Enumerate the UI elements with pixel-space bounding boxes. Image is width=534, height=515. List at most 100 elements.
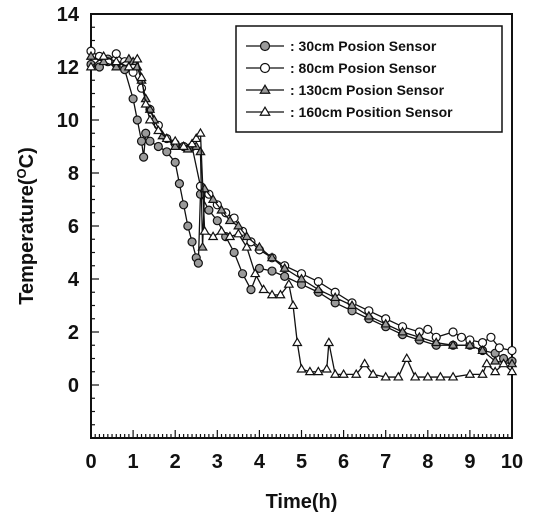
data-point [423, 324, 433, 334]
series-3 [85, 50, 518, 368]
data-point [170, 157, 180, 167]
data-point [140, 98, 151, 108]
data-point [266, 252, 278, 262]
legend-entry: : 130cm Posion Sensor [246, 82, 445, 98]
data-point [401, 352, 412, 362]
data-point [447, 339, 459, 349]
data-point [145, 136, 155, 146]
data-point [191, 133, 202, 143]
data-point [498, 358, 509, 368]
data-point [187, 237, 197, 247]
data-point [178, 140, 189, 150]
data-point [359, 358, 370, 368]
y-tick-label: 2 [68, 322, 79, 344]
data-point [346, 299, 358, 309]
data-point [237, 269, 248, 279]
y-tick-label: 8 [68, 163, 79, 185]
data-point [464, 368, 476, 378]
data-point [85, 61, 97, 71]
data-point [85, 50, 97, 60]
data-point [292, 337, 303, 347]
data-point [481, 358, 492, 368]
data-point [313, 366, 324, 376]
data-point [186, 138, 198, 148]
y-tick-labels: 0 2 4 6 8 10 12 14 [57, 4, 80, 397]
data-point [254, 263, 264, 273]
data-point [246, 285, 256, 295]
data-point [224, 215, 236, 225]
data-point [241, 241, 253, 251]
data-point [153, 125, 164, 135]
data-point [233, 228, 244, 238]
y-tick-label: 6 [68, 216, 79, 238]
data-point [169, 135, 181, 145]
x-tick-label: 8 [422, 451, 433, 473]
legend-label: : 130cm Posion Sensor [290, 82, 445, 98]
data-point [195, 146, 206, 156]
x-tick-label: 10 [501, 451, 523, 473]
data-point [183, 221, 193, 231]
y-tick-label: 4 [68, 269, 80, 291]
data-point [283, 278, 295, 288]
data-point [329, 368, 341, 378]
x-tick-label: 5 [296, 451, 307, 473]
data-point [123, 61, 135, 71]
data-point [98, 56, 109, 66]
legend-marker [259, 105, 271, 116]
data-point [141, 128, 151, 138]
data-point [258, 284, 269, 294]
data-point [98, 50, 109, 60]
x-tick-label: 6 [338, 451, 349, 473]
data-point [363, 310, 375, 320]
data-point [216, 225, 227, 235]
data-point [229, 247, 239, 258]
x-tick-label: 4 [254, 451, 266, 473]
data-point [447, 371, 459, 381]
data-point [136, 136, 147, 146]
y-tick-label: 12 [57, 57, 79, 79]
data-point [216, 204, 227, 214]
data-point [204, 205, 214, 215]
data-point [397, 326, 408, 336]
data-point [506, 366, 518, 376]
data-point [207, 193, 219, 203]
data-point [275, 289, 286, 299]
data-point [287, 299, 299, 309]
data-point [494, 343, 504, 353]
legend-entry: : 160cm Position Sensor [246, 104, 453, 120]
series-layer [85, 46, 518, 381]
data-point [212, 216, 222, 226]
data-point [380, 371, 391, 381]
legend-entry: : 80cm Posion Sensor [246, 60, 437, 76]
data-point [241, 231, 253, 241]
data-point [430, 337, 442, 347]
x-tick-label: 2 [170, 451, 181, 473]
data-point [111, 61, 122, 71]
plot-area [85, 13, 518, 439]
data-point [409, 371, 421, 381]
data-point [193, 258, 203, 268]
y-axis-title-unit: C) [16, 147, 38, 168]
data-point [329, 292, 341, 302]
data-point [153, 141, 163, 152]
data-point [456, 332, 467, 342]
data-point [132, 53, 143, 63]
data-point [464, 339, 476, 349]
data-point [139, 152, 149, 162]
data-point [323, 337, 335, 347]
legend-box [235, 25, 503, 133]
y-tick-label: 0 [68, 375, 79, 397]
legend-label: : 30cm Posion Sensor [290, 38, 437, 54]
legend: : 30cm Posion Sensor : 80cm Posion Sensor… [235, 25, 503, 133]
data-point [207, 231, 219, 241]
x-tick-label: 1 [128, 451, 139, 473]
x-tick-labels: 0 1 2 3 4 5 6 7 8 9 10 [85, 451, 523, 473]
data-point [507, 345, 517, 356]
data-point [313, 284, 324, 294]
legend-entry: : 30cm Posion Sensor [246, 38, 437, 54]
legend-label: : 80cm Posion Sensor [290, 60, 437, 76]
y-axis-title-degree: O [14, 168, 29, 178]
data-point [304, 366, 316, 376]
x-tick-label: 0 [85, 451, 96, 473]
data-point [477, 368, 488, 378]
